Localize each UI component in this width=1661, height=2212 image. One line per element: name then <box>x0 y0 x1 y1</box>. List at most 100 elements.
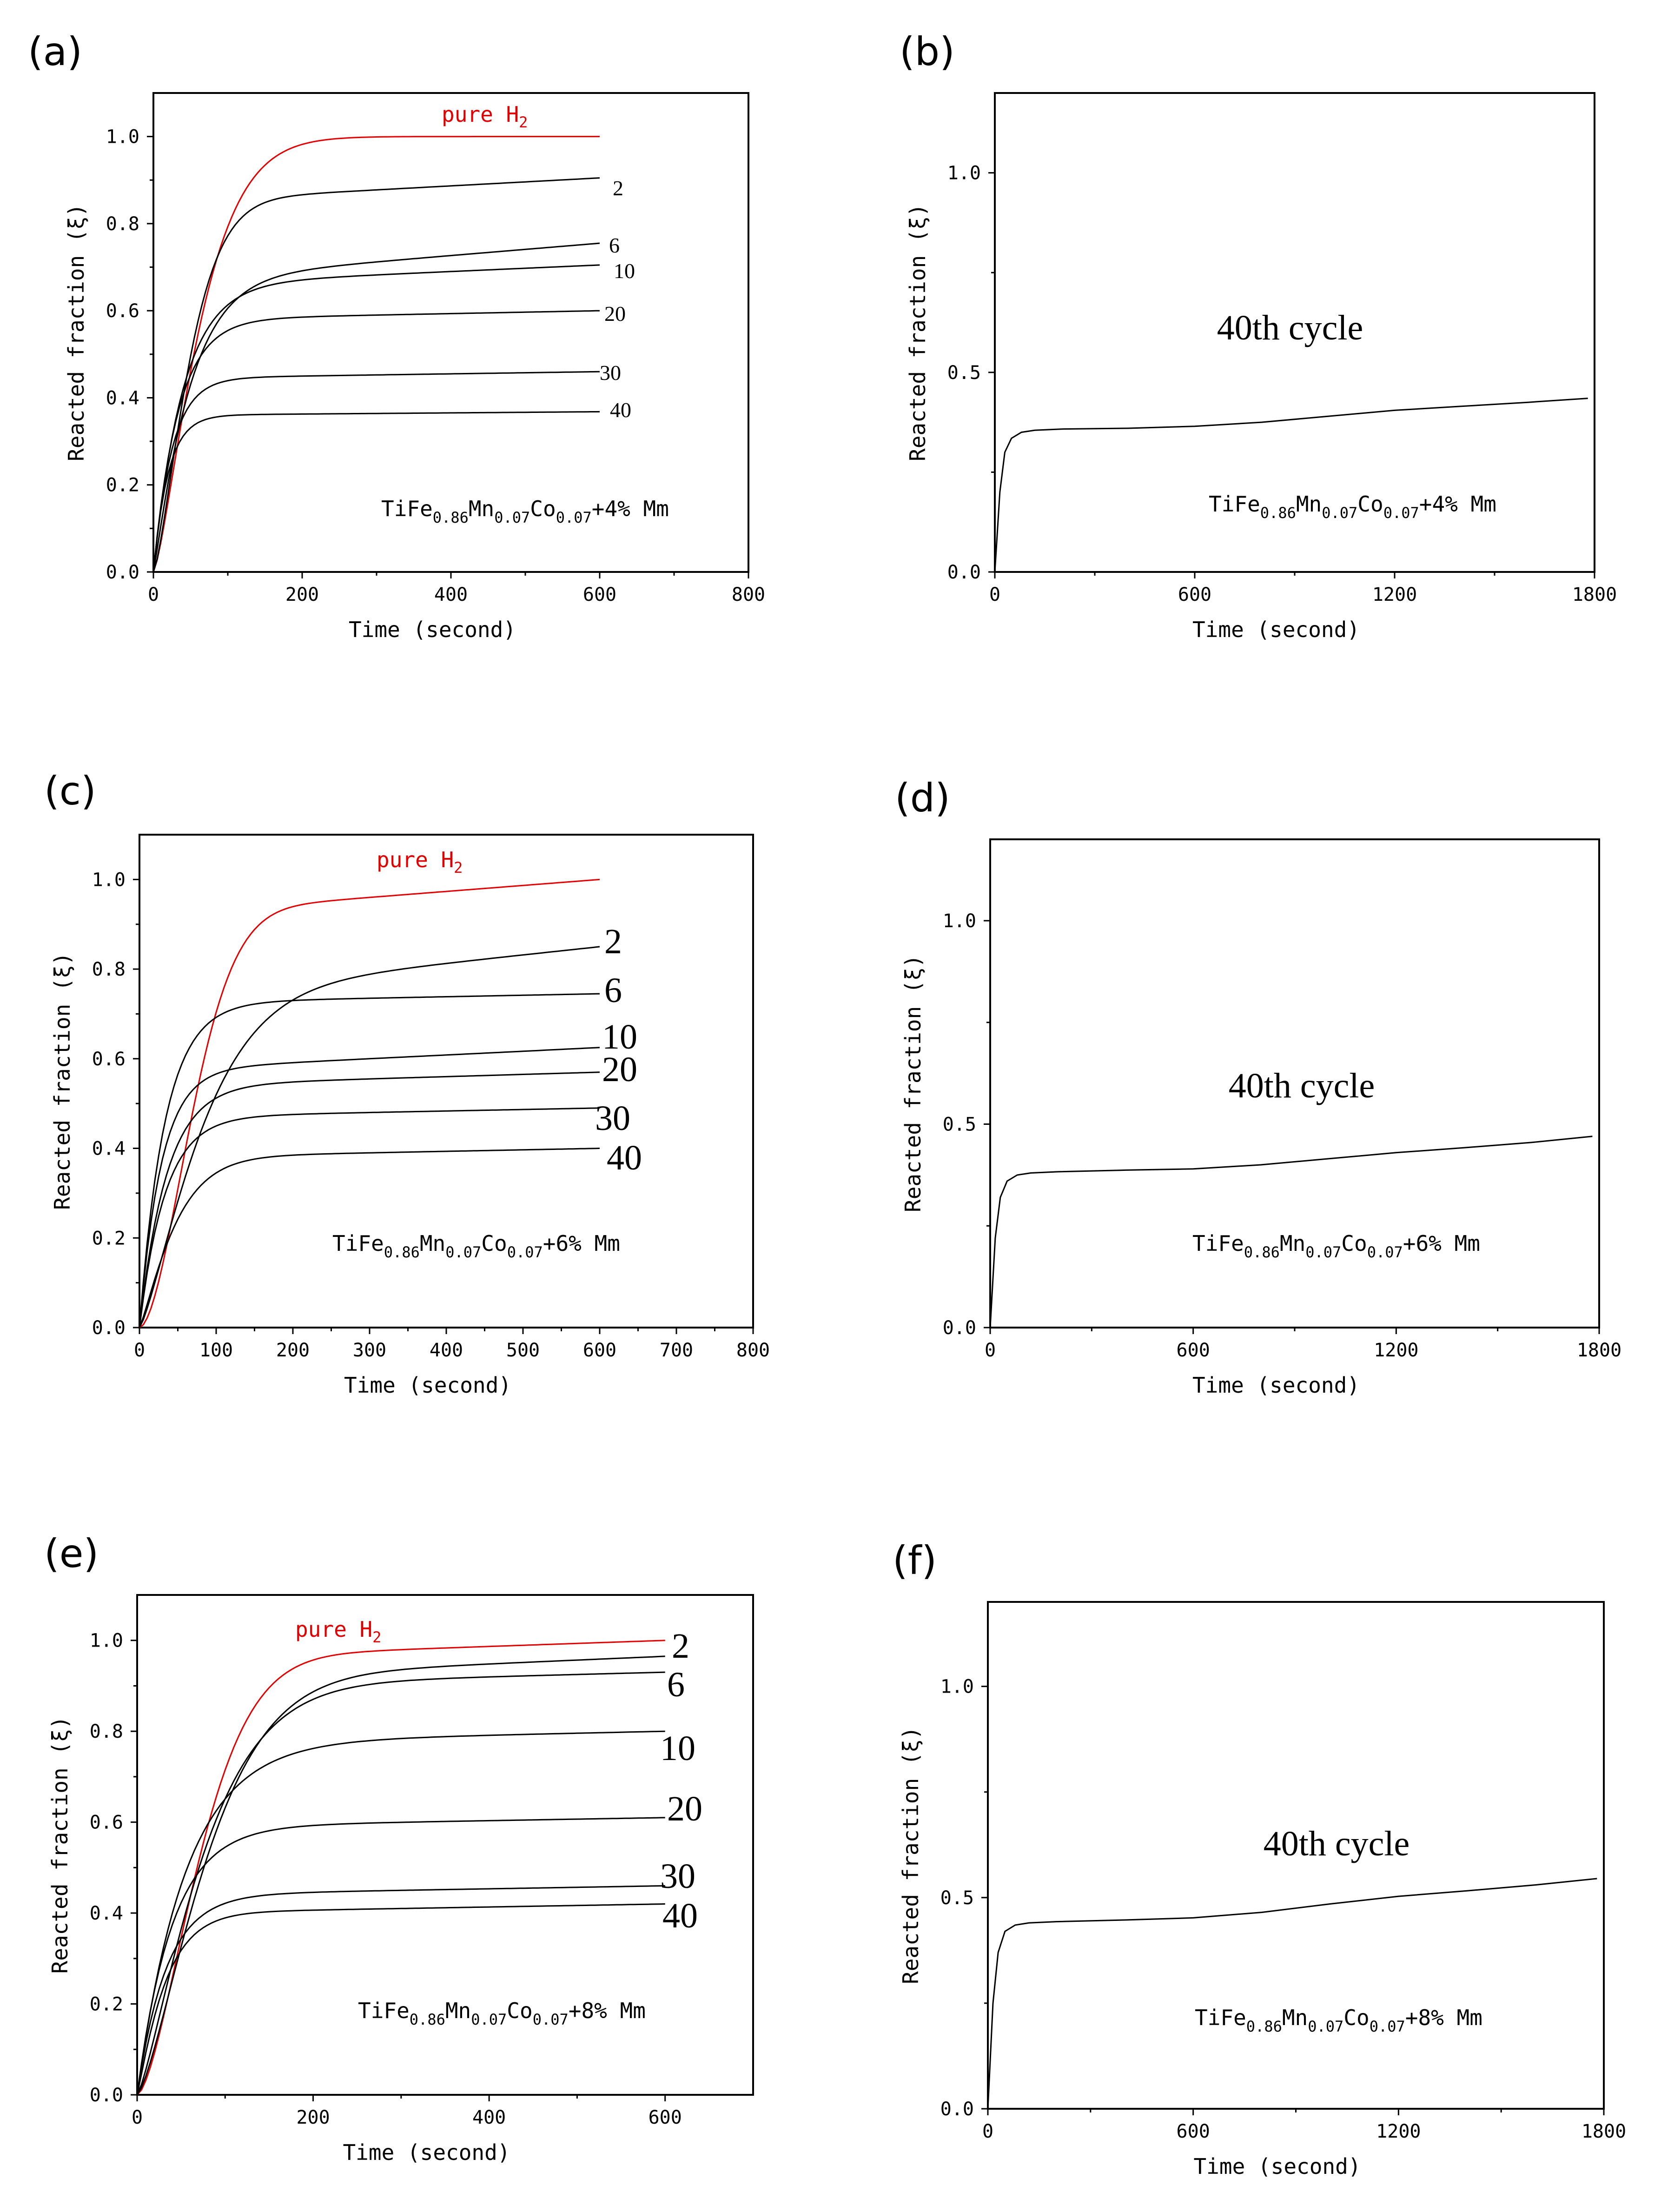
x-axis-label: Time (second) <box>344 1373 511 1398</box>
series-label-6: 6 <box>609 233 620 257</box>
panel-letter: (a) <box>28 29 82 74</box>
series-line-6 <box>152 242 600 572</box>
series-line-40 <box>139 1148 600 1328</box>
series-label-10: 10 <box>660 1729 695 1768</box>
y-tick-label: 0.5 <box>940 1887 974 1909</box>
y-tick-label: 0.5 <box>943 1114 976 1136</box>
x-tick-label: 1200 <box>1376 2121 1421 2142</box>
x-tick-label: 0 <box>134 1340 145 1361</box>
x-axis-label: Time (second) <box>1192 617 1360 642</box>
panel-f: (f) 0 600 1200 1800 0.0 0.5 1.0 Time (second) Rea… <box>893 1538 1626 2179</box>
cycle-title: 40th cycle <box>1229 1066 1375 1105</box>
x-tick-label: 1800 <box>1582 2121 1626 2142</box>
series-label-2: 2 <box>613 176 623 200</box>
series-label-pure-h2: pure H2 <box>295 1617 381 1646</box>
series-line-10 <box>152 264 600 572</box>
x-tick-label: 1200 <box>1374 1340 1418 1361</box>
series-label-20: 20 <box>602 1050 637 1089</box>
panel-letter: (b) <box>900 29 955 74</box>
y-tick-label: 0.2 <box>90 1994 123 2015</box>
y-tick-label: 0.8 <box>106 213 139 235</box>
y-tick-label: 0.0 <box>940 2099 974 2120</box>
x-tick-label: 600 <box>583 1340 616 1361</box>
y-tick-label: 0.4 <box>92 1138 126 1160</box>
x-tick-label: 100 <box>199 1340 233 1361</box>
x-tick-label: 200 <box>285 584 319 605</box>
x-tick-label: 400 <box>434 584 468 605</box>
x-tick-label: 600 <box>583 584 616 605</box>
y-axis-label: Reacted fraction (ξ) <box>64 204 89 461</box>
series-line-6 <box>136 1671 665 2095</box>
series-line-pure-h2 <box>136 1640 665 2095</box>
x-tick-label: 800 <box>736 1340 770 1361</box>
series-line-30 <box>136 1885 665 2095</box>
panel-d: (d) 0 600 1200 1800 0.0 0.5 1.0 Time (second) Rea… <box>895 775 1621 1398</box>
x-axis-label: Time (second) <box>1193 2154 1361 2179</box>
x-tick-label: 200 <box>296 2107 330 2128</box>
series-line-40th-cycle <box>987 1878 1597 2109</box>
panel-letter: (e) <box>44 1531 99 1576</box>
series-line-30 <box>139 1107 600 1328</box>
series-label-40: 40 <box>610 398 631 422</box>
x-tick-label: 0 <box>132 2107 143 2128</box>
panel-letter: (c) <box>44 768 96 814</box>
alloy-annotation: TiFe0.86Mn0.07Co0.07+6% Mm <box>332 1231 620 1261</box>
series-label-30: 30 <box>660 1857 695 1896</box>
x-tick-label: 0 <box>148 584 159 605</box>
y-tick-label: 1.0 <box>90 1630 123 1652</box>
series-label-20: 20 <box>604 302 626 325</box>
y-tick-label: 0.8 <box>90 1721 123 1742</box>
y-tick-label: 1.0 <box>947 163 981 184</box>
cycle-title: 40th cycle <box>1264 1824 1410 1863</box>
panel-c: (c) 0 100 200 300 400 500 600 700 800 0.0 0.2 0.4 0.6… <box>44 768 770 1398</box>
y-tick-label: 0.4 <box>90 1903 123 1924</box>
series-line-10 <box>136 1730 665 2095</box>
y-tick-label: 1.0 <box>92 869 126 890</box>
series-line-20 <box>152 310 600 572</box>
x-tick-label: 600 <box>1177 2121 1210 2142</box>
x-tick-label: 700 <box>660 1340 693 1361</box>
series-line-40th-cycle <box>989 1136 1593 1328</box>
x-tick-label: 200 <box>276 1340 310 1361</box>
series-line-40th-cycle <box>994 398 1588 572</box>
plot-frame <box>136 1594 754 2096</box>
series-label-pure-h2: pure H2 <box>442 102 528 131</box>
x-axis-label: Time (second) <box>349 617 516 642</box>
y-tick-label: 0.6 <box>106 300 139 322</box>
y-tick-label: 0.0 <box>943 1317 976 1339</box>
x-axis-label: Time (second) <box>343 2140 510 2165</box>
y-tick-label: 0.2 <box>106 475 139 496</box>
x-axis-label: Time (second) <box>1192 1373 1360 1398</box>
alloy-annotation: TiFe0.86Mn0.07Co0.07+6% Mm <box>1192 1231 1480 1261</box>
series-label-40: 40 <box>607 1138 642 1177</box>
x-tick-label: 400 <box>472 2107 506 2128</box>
y-tick-label: 1.0 <box>940 1676 974 1698</box>
y-tick-label: 0.0 <box>106 562 139 583</box>
series-label-20: 20 <box>667 1789 702 1828</box>
alloy-annotation: TiFe0.86Mn0.07Co0.07+8% Mm <box>1195 2005 1482 2035</box>
y-axis-label: Reacted fraction (ξ) <box>898 1727 923 1984</box>
alloy-annotation: TiFe0.86Mn0.07Co0.07+4% Mm <box>381 496 669 526</box>
y-tick-label: 0.0 <box>947 562 981 583</box>
panel-letter: (d) <box>895 775 950 821</box>
x-tick-label: 0 <box>982 2121 993 2142</box>
panel-a: (a) 0 200 400 600 800 0.0 0.2 0.4 0.6 0.8 1.0 Time (… <box>28 29 765 642</box>
x-tick-label: 300 <box>353 1340 386 1361</box>
series-line-40 <box>152 411 600 572</box>
y-tick-label: 1.0 <box>943 910 976 932</box>
series-line-10 <box>139 1047 600 1328</box>
y-tick-label: 0.6 <box>90 1812 123 1833</box>
x-tick-label: 0 <box>989 584 1000 605</box>
x-tick-label: 500 <box>506 1340 540 1361</box>
y-axis-label: Reacted fraction (ξ) <box>900 955 926 1212</box>
series-label-6: 6 <box>604 971 622 1010</box>
y-tick-label: 0.4 <box>106 387 139 409</box>
series-line-30 <box>152 371 600 572</box>
x-tick-label: 1200 <box>1372 584 1417 605</box>
y-axis-label: Reacted fraction (ξ) <box>47 1716 73 1974</box>
x-tick-label: 800 <box>732 584 765 605</box>
series-label-40: 40 <box>662 1896 698 1935</box>
y-axis-label: Reacted fraction (ξ) <box>905 204 930 461</box>
y-tick-label: 0.6 <box>92 1049 126 1070</box>
x-tick-label: 600 <box>1178 584 1211 605</box>
